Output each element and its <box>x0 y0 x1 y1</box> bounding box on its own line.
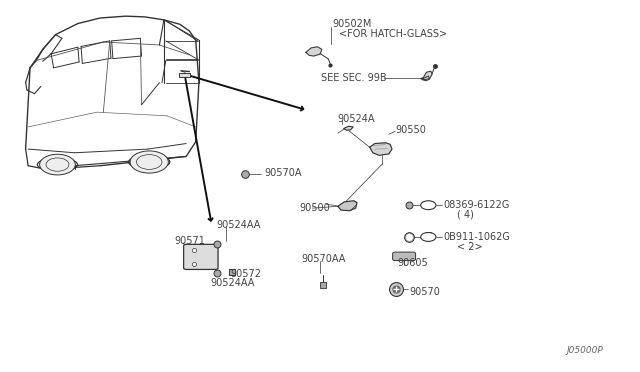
Text: 90524A: 90524A <box>338 114 375 124</box>
Circle shape <box>420 232 436 241</box>
Text: 90572: 90572 <box>231 269 262 279</box>
Polygon shape <box>370 143 392 155</box>
Text: 0B911-1062G: 0B911-1062G <box>443 232 510 242</box>
Polygon shape <box>306 47 322 56</box>
Polygon shape <box>344 126 353 130</box>
FancyBboxPatch shape <box>184 244 218 269</box>
Text: 90570: 90570 <box>409 287 440 297</box>
Circle shape <box>40 154 76 175</box>
FancyBboxPatch shape <box>393 252 415 260</box>
Text: 90570A: 90570A <box>264 169 302 179</box>
Circle shape <box>130 151 168 173</box>
Text: 90524AA: 90524AA <box>217 220 261 230</box>
Text: B: B <box>425 201 432 210</box>
Text: 90550: 90550 <box>395 125 426 135</box>
Polygon shape <box>338 201 357 211</box>
FancyBboxPatch shape <box>179 73 190 77</box>
Text: < 2>: < 2> <box>457 241 483 251</box>
Text: ( 4): ( 4) <box>457 210 474 220</box>
Text: 90570AA: 90570AA <box>301 254 345 264</box>
Text: N: N <box>424 232 432 241</box>
Text: 90605: 90605 <box>397 258 429 268</box>
Text: 90571: 90571 <box>175 236 205 246</box>
Text: 90524AA: 90524AA <box>211 278 255 288</box>
Text: SEE SEC. 99B: SEE SEC. 99B <box>321 73 387 83</box>
Text: J05000P: J05000P <box>567 346 604 355</box>
Polygon shape <box>420 71 432 80</box>
Text: <FOR HATCH-GLASS>: <FOR HATCH-GLASS> <box>339 29 447 39</box>
Text: 90500: 90500 <box>299 203 330 213</box>
Circle shape <box>420 201 436 210</box>
Text: 08369-6122G: 08369-6122G <box>443 200 509 210</box>
Text: 90502M: 90502M <box>332 19 371 29</box>
